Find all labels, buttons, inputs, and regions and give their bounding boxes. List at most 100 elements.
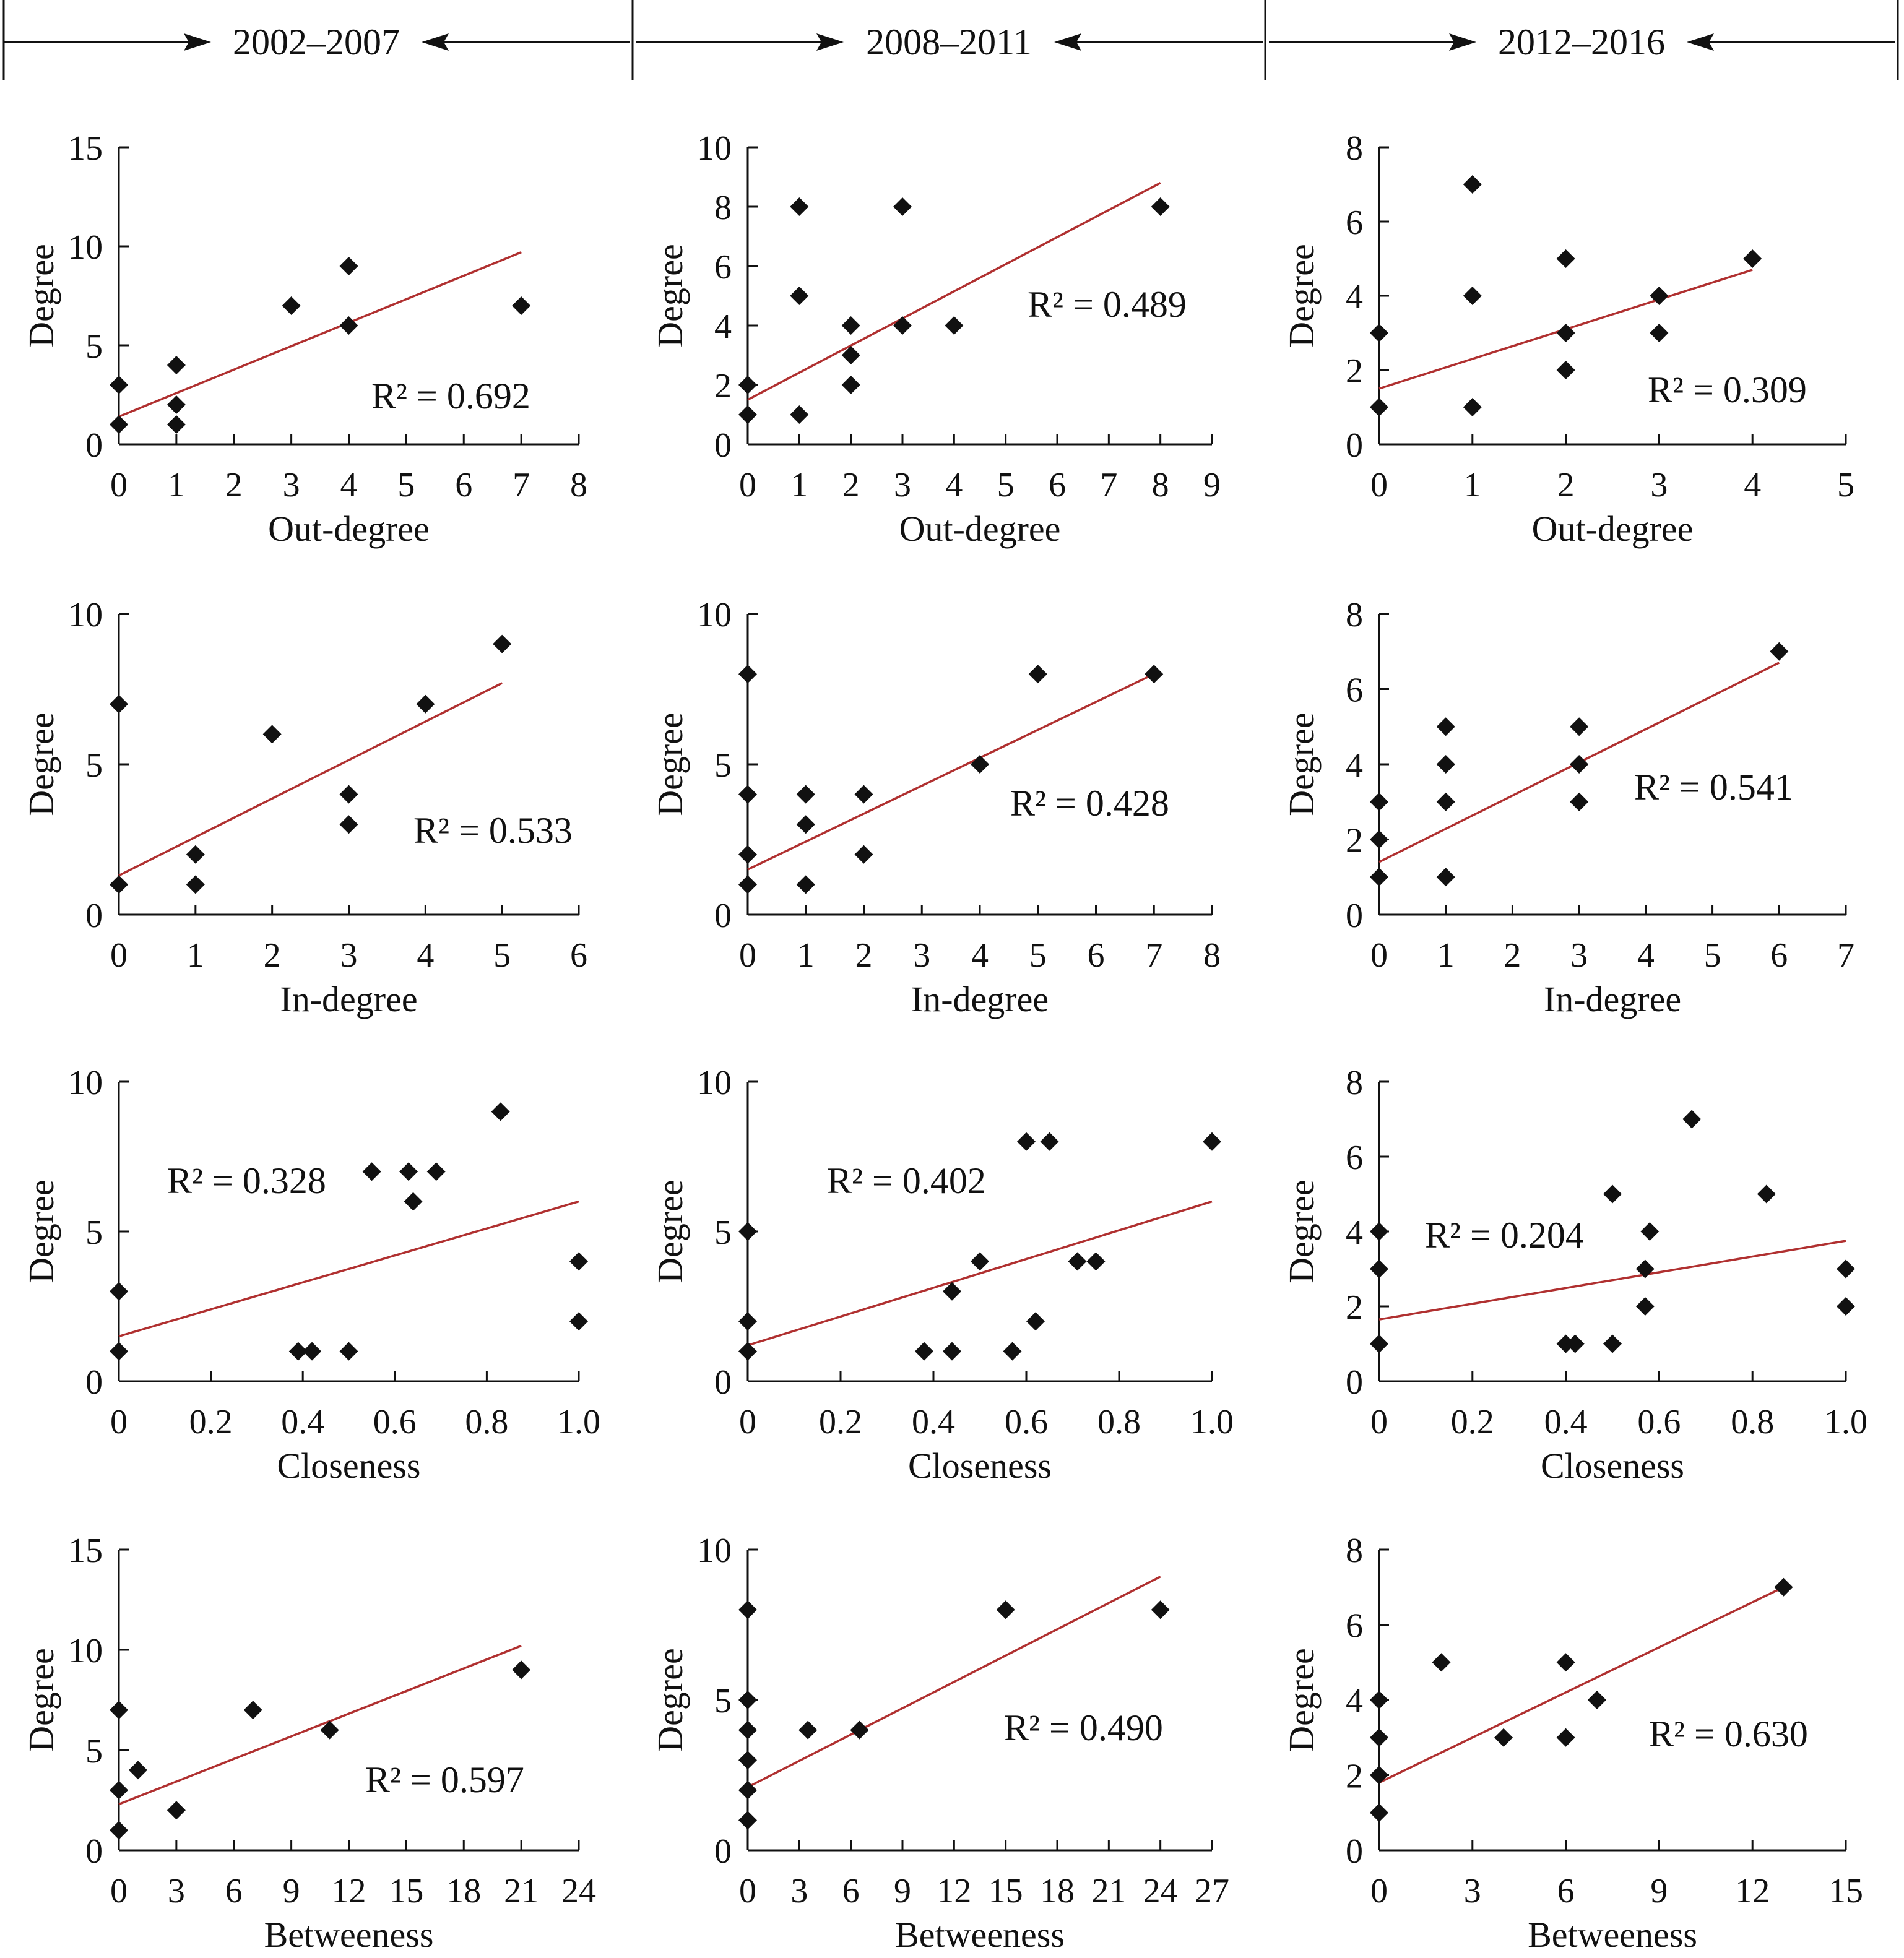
- x-tick-label: 5: [493, 936, 511, 975]
- x-tick-label: 2: [855, 936, 873, 975]
- x-tick-label: 9: [1203, 466, 1221, 504]
- data-point: [362, 1162, 381, 1181]
- y-axis-label: Degree: [21, 1180, 61, 1283]
- y-tick-label: 5: [714, 1214, 732, 1252]
- y-tick-label: 0: [714, 426, 732, 465]
- data-point: [186, 845, 205, 864]
- x-tick-label: 0.2: [819, 1403, 862, 1441]
- data-point: [1203, 1132, 1221, 1151]
- r-squared-label: R² = 0.533: [413, 810, 573, 851]
- x-tick-label: 7: [513, 466, 530, 504]
- x-tick-label: 5: [397, 466, 415, 504]
- data-point: [339, 785, 358, 804]
- x-tick-label: 6: [225, 1872, 243, 1910]
- data-point: [850, 1720, 869, 1740]
- data-point: [426, 1162, 446, 1181]
- data-point: [1370, 324, 1388, 342]
- data-point: [1151, 1600, 1170, 1619]
- y-tick-label: 6: [1346, 204, 1363, 242]
- y-tick-label: 8: [1346, 1532, 1363, 1570]
- y-axis-label: Degree: [650, 1180, 690, 1283]
- data-point: [110, 694, 128, 714]
- x-tick-label: 4: [340, 466, 358, 504]
- data-point: [1040, 1132, 1059, 1151]
- x-tick-label: 0: [739, 1403, 756, 1441]
- data-point: [1640, 1222, 1660, 1241]
- y-tick-label: 10: [68, 228, 103, 267]
- y-tick-label: 2: [1346, 822, 1363, 860]
- data-point: [1603, 1334, 1622, 1353]
- x-tick-label: 4: [945, 466, 963, 504]
- trend-line: [118, 1200, 579, 1338]
- y-axis-label: Degree: [650, 244, 690, 347]
- trend-line: [1378, 1586, 1785, 1784]
- y-tick-label: 15: [68, 1532, 103, 1570]
- x-tick-label: 9: [1650, 1872, 1668, 1910]
- x-tick-label: 1: [1437, 936, 1455, 975]
- data-point: [1650, 324, 1669, 342]
- r-squared-label: R² = 0.489: [1028, 284, 1187, 325]
- data-point: [167, 395, 186, 414]
- scatter-panel: 0 2 4 6 8 0 1 2 3 4 5 Out-degree Degree R² = 0.309: [1281, 129, 1854, 549]
- y-tick-label: 0: [714, 1832, 732, 1871]
- trend-line: [747, 182, 1161, 401]
- data-point: [790, 287, 809, 305]
- y-tick-label: 4: [1346, 1214, 1363, 1252]
- x-tick-label: 8: [570, 466, 587, 504]
- x-tick-label: 1: [797, 936, 815, 975]
- y-tick-label: 5: [714, 746, 732, 785]
- data-point: [569, 1312, 588, 1331]
- x-tick-label: 0: [1370, 466, 1388, 504]
- x-tick-label: 7: [1837, 936, 1854, 975]
- data-point: [738, 405, 757, 424]
- data-point: [1028, 665, 1047, 684]
- scatter-panel: 0 5 10 15 0 1 2 3 4 5 6 7 8 Out-degree Degree R² = 0.69…: [21, 129, 587, 549]
- x-tick-label: 8: [1152, 466, 1169, 504]
- x-tick-label: 0: [739, 1872, 756, 1910]
- data-point: [167, 356, 186, 374]
- data-point: [796, 875, 815, 894]
- data-point: [167, 1801, 186, 1820]
- x-axis-label: Closeness: [1541, 1446, 1684, 1486]
- data-point: [738, 665, 757, 684]
- x-tick-label: 21: [504, 1872, 539, 1910]
- data-point: [110, 1701, 128, 1720]
- x-tick-label: 6: [1557, 1872, 1575, 1910]
- x-tick-label: 6: [1049, 466, 1066, 504]
- data-point: [1556, 1728, 1575, 1747]
- data-point: [893, 197, 912, 216]
- trend-line: [747, 673, 1155, 871]
- x-axis-label: Betweeness: [1528, 1915, 1697, 1955]
- x-tick-label: 2: [1557, 466, 1575, 504]
- data-point: [491, 1102, 510, 1121]
- x-tick-label: 12: [1735, 1872, 1770, 1910]
- x-axis-label: Betweeness: [895, 1915, 1065, 1955]
- scatter-panel: 0 5 10 0 1 2 3 4 5 6 7 8 In-degree Degree R² = 0.428: [650, 596, 1221, 1019]
- x-tick-label: 2: [264, 936, 281, 975]
- y-axis-label: Degree: [650, 1648, 690, 1751]
- data-point: [1565, 1334, 1585, 1353]
- y-tick-label: 15: [68, 129, 103, 168]
- y-tick-label: 5: [85, 1214, 103, 1252]
- data-point: [1837, 1259, 1855, 1279]
- x-tick-label: 6: [1088, 936, 1105, 975]
- y-tick-label: 0: [1346, 1832, 1363, 1871]
- y-axis-label: Degree: [1281, 1648, 1322, 1751]
- x-tick-label: 4: [417, 936, 434, 975]
- r-squared-label: R² = 0.630: [1649, 1714, 1808, 1754]
- period-label: 2002–2007: [233, 22, 400, 63]
- y-axis-label: Degree: [21, 244, 61, 347]
- arrow-right-icon: [184, 33, 211, 51]
- data-point: [1086, 1252, 1106, 1271]
- x-tick-label: 0.4: [281, 1403, 324, 1441]
- x-tick-label: 0.2: [1451, 1403, 1494, 1441]
- y-tick-label: 10: [697, 596, 732, 634]
- data-point: [1556, 361, 1575, 379]
- x-tick-label: 15: [989, 1872, 1023, 1910]
- data-point: [339, 316, 358, 335]
- x-tick-label: 1: [1464, 466, 1481, 504]
- y-axis-label: Degree: [1281, 712, 1322, 816]
- y-axis-label: Degree: [1281, 244, 1322, 347]
- x-axis-label: In-degree: [911, 979, 1049, 1019]
- arrow-right-icon: [1449, 33, 1476, 51]
